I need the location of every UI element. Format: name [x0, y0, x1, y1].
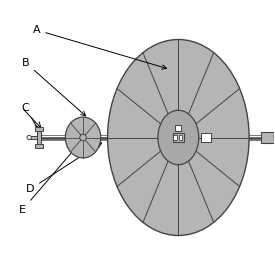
Ellipse shape	[108, 40, 249, 235]
Bar	[35, 144, 43, 148]
Text: A: A	[33, 25, 166, 69]
Ellipse shape	[158, 110, 199, 165]
Text: C: C	[22, 103, 42, 136]
Bar	[29, 136, 37, 139]
Text: B: B	[22, 58, 86, 116]
Bar	[261, 132, 275, 143]
Bar	[35, 127, 43, 131]
Text: D: D	[26, 143, 101, 194]
Circle shape	[80, 134, 86, 141]
Bar	[173, 133, 183, 142]
Text: E: E	[19, 144, 79, 215]
Bar	[179, 135, 182, 140]
Ellipse shape	[65, 117, 101, 158]
Bar	[175, 125, 181, 131]
Bar	[37, 130, 41, 145]
Circle shape	[27, 135, 31, 140]
Ellipse shape	[274, 132, 275, 143]
Bar	[201, 133, 211, 142]
Bar	[174, 135, 177, 140]
